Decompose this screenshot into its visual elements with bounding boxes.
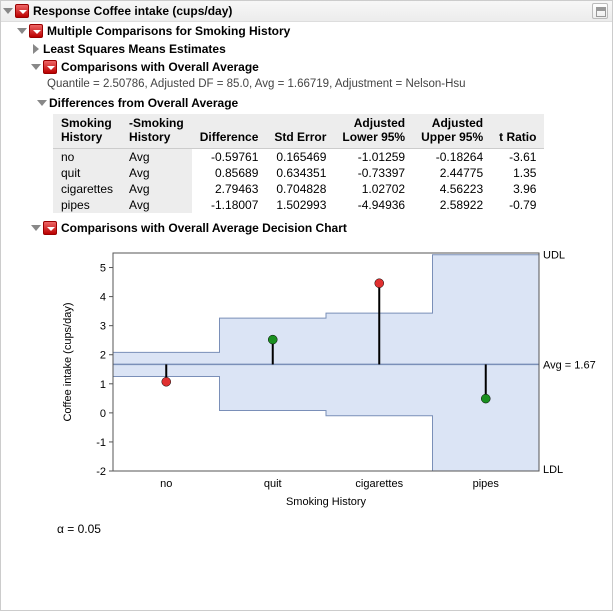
svg-text:2: 2 [100, 349, 106, 361]
header-coa: Comparisons with Overall Average [29, 58, 612, 76]
diff-table: SmokingHistory -SmokingHistory Differenc… [53, 114, 544, 213]
svg-text:cigarettes: cigarettes [355, 478, 403, 490]
header-response: Response Coffee intake (cups/day) [1, 1, 612, 22]
svg-text:Avg = 1.67: Avg = 1.67 [543, 359, 596, 371]
disclosure-icon[interactable] [17, 28, 27, 34]
svg-text:LDL: LDL [543, 464, 563, 476]
hotspot-icon[interactable] [43, 60, 57, 74]
svg-text:UDL: UDL [543, 249, 565, 261]
header-lsme: Least Squares Means Estimates [29, 40, 612, 58]
table-row: noAvg-0.597610.165469-1.01259-0.18264-3.… [53, 148, 544, 165]
table-row: pipesAvg-1.180071.502993-4.949362.58922-… [53, 197, 544, 213]
disclosure-icon[interactable] [31, 225, 41, 231]
svg-text:-1: -1 [96, 437, 106, 449]
svg-text:Coffee intake (cups/day): Coffee intake (cups/day) [62, 302, 74, 421]
hotspot-icon[interactable] [43, 221, 57, 235]
title-diff: Differences from Overall Average [49, 96, 238, 110]
disclosure-icon[interactable] [33, 44, 39, 54]
alpha-text: α = 0.05 [29, 518, 612, 540]
coa-subtitle: Quantile = 2.50786, Adjusted DF = 85.0, … [29, 76, 612, 94]
menu-button[interactable] [592, 3, 608, 19]
disclosure-icon[interactable] [3, 8, 13, 14]
report-panel: Response Coffee intake (cups/day) Multip… [0, 0, 613, 611]
title-chart: Comparisons with Overall Average Decisio… [61, 221, 347, 235]
header-chart: Comparisons with Overall Average Decisio… [29, 219, 612, 237]
header-multcomp: Multiple Comparisons for Smoking History [15, 22, 612, 40]
svg-text:4: 4 [100, 291, 106, 303]
hotspot-icon[interactable] [15, 4, 29, 18]
hotspot-icon[interactable] [29, 24, 43, 38]
svg-text:3: 3 [100, 320, 106, 332]
svg-text:1: 1 [100, 378, 106, 390]
decision-chart: -2 -1 0 1 2 3 4 5 no quit cigarettes pipes UDL Avg = … [57, 241, 609, 514]
disclosure-icon[interactable] [31, 64, 41, 70]
disclosure-icon[interactable] [37, 100, 47, 106]
svg-text:quit: quit [264, 478, 282, 490]
title-response: Response Coffee intake (cups/day) [33, 4, 232, 18]
title-coa: Comparisons with Overall Average [61, 60, 259, 74]
svg-text:no: no [160, 478, 172, 490]
svg-text:0: 0 [100, 407, 106, 419]
table-row: cigarettesAvg2.794630.7048281.027024.562… [53, 181, 544, 197]
svg-text:5: 5 [100, 262, 106, 274]
title-multcomp: Multiple Comparisons for Smoking History [47, 24, 290, 38]
svg-text:Smoking History: Smoking History [286, 496, 367, 508]
svg-text:pipes: pipes [473, 478, 500, 490]
table-row: quitAvg0.856890.634351-0.733972.447751.3… [53, 165, 544, 181]
title-lsme: Least Squares Means Estimates [43, 42, 226, 56]
header-diff: Differences from Overall Average [35, 94, 612, 112]
svg-text:-2: -2 [96, 466, 106, 478]
